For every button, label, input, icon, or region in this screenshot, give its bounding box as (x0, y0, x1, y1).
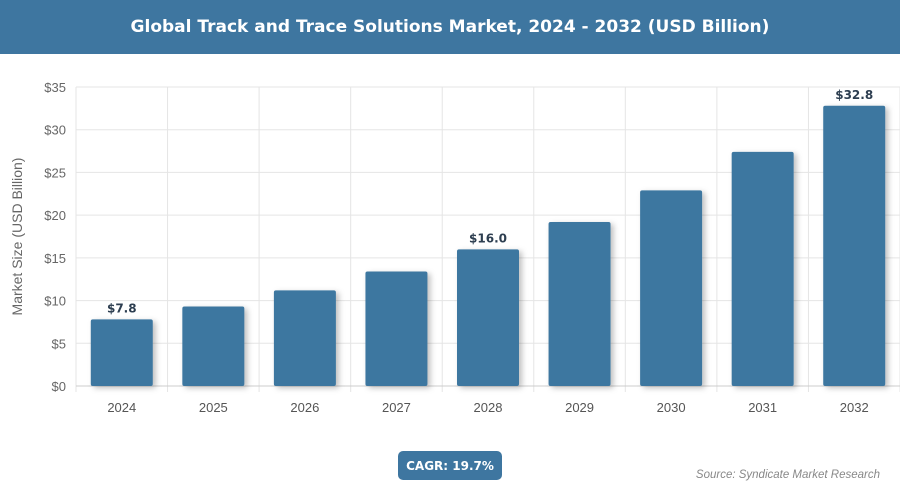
data-label: $7.8 (107, 301, 137, 315)
x-tick-label: 2027 (382, 400, 411, 415)
y-tick-label: $25 (44, 165, 66, 180)
bar-2024 (90, 319, 153, 386)
x-tick-label: 2025 (199, 400, 228, 415)
bar-chart: $0 $5 $10 $15 $20 $25 $30 $35 2024 $7.8 2025 2026 20… (9, 80, 900, 415)
y-tick-label: $0 (52, 379, 66, 394)
y-axis-title: Market Size (USD Billion) (9, 158, 25, 316)
data-label: $16.0 (469, 231, 507, 245)
x-tick-label: 2026 (290, 400, 319, 415)
bar-2030 (640, 190, 703, 386)
y-tick-label: $30 (44, 123, 66, 138)
bar-2026 (273, 290, 336, 386)
chart-title: Global Track and Trace Solutions Market,… (0, 0, 900, 54)
bar-2032 (823, 105, 886, 387)
source-note: Source: Syndicate Market Research (695, 469, 880, 481)
bar-2027 (365, 271, 428, 386)
x-tick-label: 2031 (748, 400, 777, 415)
x-tick-label: 2028 (474, 400, 503, 415)
bar-2029 (548, 221, 611, 386)
y-tick-label: $15 (44, 251, 66, 266)
y-tick-label: $35 (44, 80, 66, 95)
x-tick-label: 2024 (107, 400, 136, 415)
cagr-badge: CAGR: 19.7% (398, 451, 502, 480)
x-tick-label: 2032 (840, 400, 869, 415)
x-tick-label: 2029 (565, 400, 594, 415)
bar-2031 (731, 151, 794, 386)
y-tick-label: $5 (52, 336, 66, 351)
x-tick-label: 2030 (657, 400, 686, 415)
bar-2025 (182, 306, 245, 386)
bar-2028 (457, 249, 519, 386)
data-label: $32.8 (835, 88, 873, 102)
y-tick-label: $10 (44, 294, 66, 309)
y-tick-label: $20 (44, 208, 66, 223)
